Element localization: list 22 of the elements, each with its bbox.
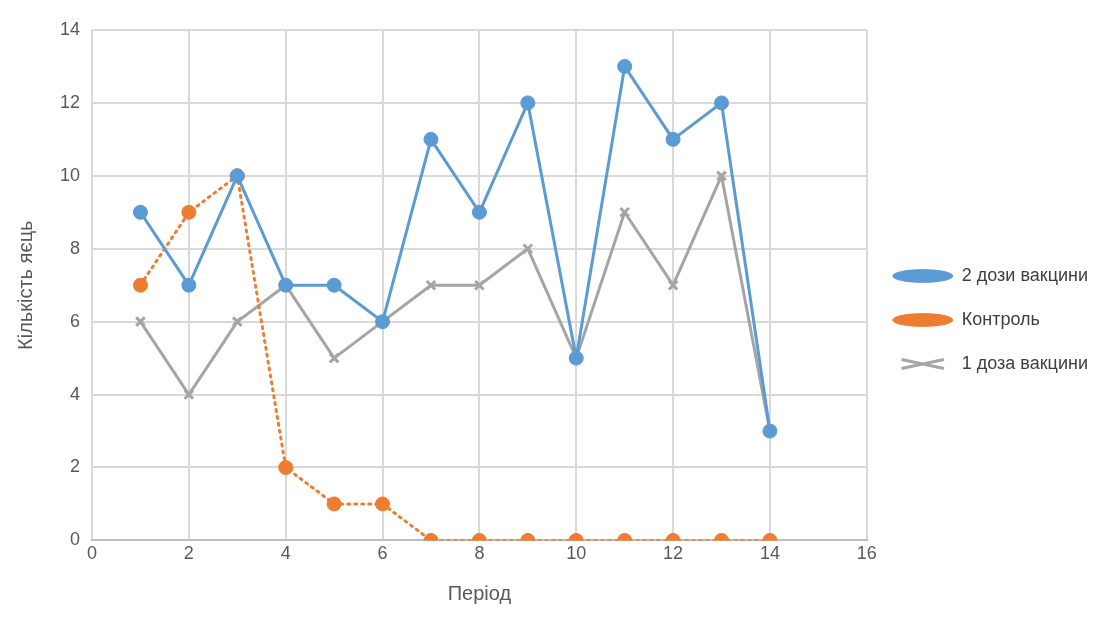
x-tick-label: 2 [183, 543, 194, 564]
x-tick-label: 8 [474, 543, 485, 564]
x-axis-title: Період [447, 581, 512, 604]
x-tick-label: 10 [566, 543, 587, 564]
y-tick-label: 6 [70, 310, 81, 331]
x-tick-label: 6 [377, 543, 388, 564]
x-tick-label: 14 [759, 543, 780, 564]
x-tick-label: 4 [280, 543, 291, 564]
legend-label: 1 доза вакцини [961, 352, 1088, 373]
y-tick-label: 14 [59, 18, 81, 39]
legend-label: Контроль [961, 308, 1040, 329]
legend-label: 2 дози вакцини [961, 264, 1089, 285]
y-axis-title: Кількість яєць [13, 220, 36, 350]
x-tick-label: 0 [87, 543, 98, 564]
y-tick-label: 8 [70, 237, 81, 258]
y-tick-label: 12 [59, 91, 81, 112]
y-tick-label: 2 [70, 456, 81, 477]
x-tick-label: 16 [856, 543, 877, 564]
y-tick-label: 10 [59, 164, 81, 185]
x-tick-label: 12 [663, 543, 684, 564]
y-tick-label: 4 [70, 383, 81, 404]
y-tick-label: 0 [70, 529, 81, 550]
